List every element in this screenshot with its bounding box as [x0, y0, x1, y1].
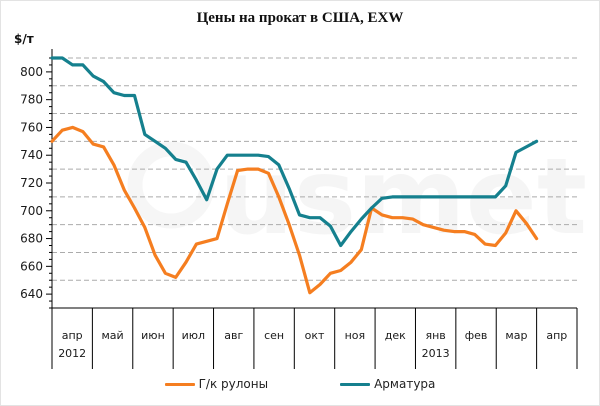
legend-label-rebar: Арматура: [374, 377, 436, 391]
legend: Г/к рулоны Арматура: [1, 377, 599, 391]
legend-swatch-hrc: [164, 382, 195, 386]
month-label-11: фев: [465, 329, 488, 342]
legend-item-hrc: Г/к рулоны: [164, 377, 269, 391]
y-axis-unit-label: $/т: [14, 32, 34, 46]
chart-title: Цены на прокат в США, EXW: [196, 10, 404, 26]
month-label-2: май: [101, 329, 123, 342]
y-tick-label-780: 780: [20, 93, 43, 107]
y-tick-label-720: 720: [20, 176, 43, 190]
series-line-Арматура: [50, 56, 539, 248]
y-tick-label-660: 660: [20, 259, 43, 273]
y-tick-label-760: 760: [20, 120, 43, 134]
year-label-2013: 2013: [422, 347, 450, 360]
month-label-10: янв: [426, 329, 446, 342]
month-label-8: ноя: [345, 329, 366, 342]
series-line-Г/к рулоны: [50, 125, 539, 295]
y-tick-label-640: 640: [20, 287, 43, 301]
month-label-6: сен: [264, 329, 284, 342]
month-label-13: апр: [546, 329, 567, 342]
y-tick-label-800: 800: [20, 65, 43, 79]
legend-item-rebar: Арматура: [340, 377, 435, 391]
month-label-5: авг: [224, 329, 243, 342]
month-label-12: мар: [505, 329, 527, 342]
legend-label-hrc: Г/к рулоны: [198, 377, 269, 391]
y-tick-label-700: 700: [20, 204, 43, 218]
y-tick-label-680: 680: [20, 232, 43, 246]
month-label-4: июл: [182, 329, 205, 342]
month-label-3: июн: [141, 329, 165, 342]
legend-swatch-rebar: [340, 382, 371, 386]
year-label-2012: 2012: [58, 347, 86, 360]
month-label-9: дек: [385, 329, 406, 342]
month-label-1: апр: [62, 329, 83, 342]
month-label-7: окт: [305, 329, 325, 342]
y-tick-label-740: 740: [20, 148, 43, 162]
watermark-logo-ring: [135, 149, 207, 221]
